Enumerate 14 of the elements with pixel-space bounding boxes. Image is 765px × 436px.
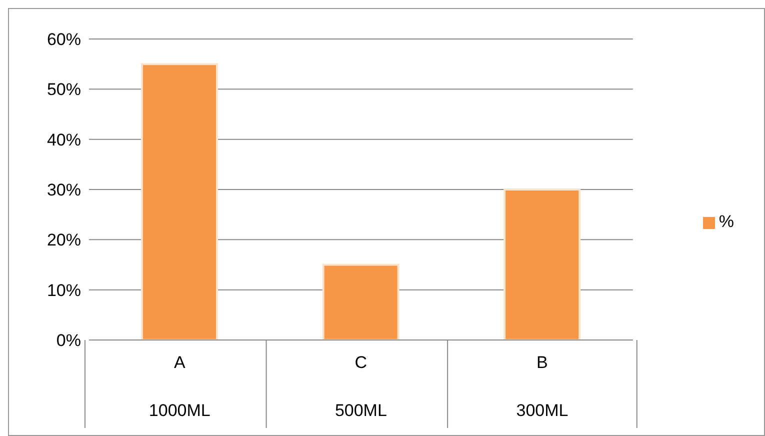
y-tick-label: 40% <box>46 130 81 150</box>
bar <box>504 188 581 340</box>
y-tick-label: 20% <box>46 230 81 250</box>
y-tick-label: 50% <box>46 80 81 100</box>
bar <box>141 63 218 340</box>
category-label: B 300ML <box>516 353 568 420</box>
bar <box>322 264 400 340</box>
y-tick-label: 0% <box>56 331 81 350</box>
category-label: A 1000ML <box>148 353 210 420</box>
y-tick-label: 10% <box>46 280 81 300</box>
category-label: C 500ML <box>334 353 387 420</box>
y-tick-label: 30% <box>46 180 81 200</box>
legend-label: % <box>718 212 734 231</box>
y-tick-label: 60% <box>46 30 81 50</box>
